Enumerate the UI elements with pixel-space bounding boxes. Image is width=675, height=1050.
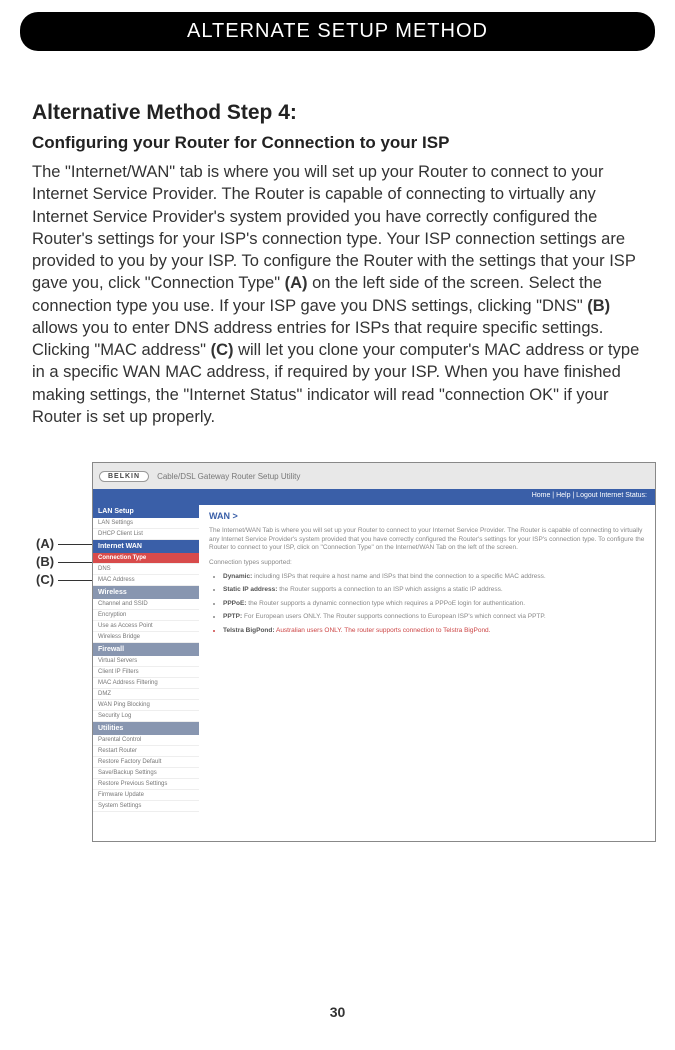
li-t: including ISPs that require a host name … — [252, 573, 545, 580]
step-title: Alternative Method Step 4: — [32, 101, 643, 125]
li-b: Dynamic: — [223, 573, 252, 580]
li-b: Telstra BigPond: — [223, 627, 275, 634]
side-cat-utilities: Utilities — [93, 722, 199, 735]
side-item[interactable]: WAN Ping Blocking — [93, 700, 199, 711]
side-item[interactable]: Restart Router — [93, 746, 199, 757]
ss-main: WAN > The Internet/WAN Tab is where you … — [199, 505, 655, 812]
li-t: For European users ONLY. The Router supp… — [242, 613, 546, 620]
side-item[interactable]: LAN Settings — [93, 518, 199, 529]
side-item[interactable]: Parental Control — [93, 735, 199, 746]
side-item[interactable]: DHCP Client List — [93, 529, 199, 540]
callout-line — [58, 562, 92, 563]
callout-c-label: (C) — [36, 572, 54, 587]
sub-title: Configuring your Router for Connection t… — [32, 133, 643, 153]
callout-b: (B) — [36, 554, 54, 569]
ref-a: (A) — [285, 274, 308, 292]
side-cat-wireless: Wireless — [93, 586, 199, 599]
figure-wrap: (A) (B) (C) BELKIN Cable/DSL Gateway Rou… — [92, 462, 643, 842]
callout-line — [58, 580, 92, 581]
side-item[interactable]: System Settings — [93, 801, 199, 812]
side-item[interactable]: MAC Address Filtering — [93, 678, 199, 689]
side-item[interactable]: Save/Backup Settings — [93, 768, 199, 779]
callout-a-label: (A) — [36, 536, 54, 551]
li-t: the Router supports a dynamic connection… — [246, 600, 525, 607]
side-item[interactable]: Encryption — [93, 610, 199, 621]
ss-main-title: WAN > — [209, 511, 645, 521]
side-item-dns[interactable]: DNS — [93, 564, 199, 575]
belkin-logo: BELKIN — [99, 471, 149, 482]
li-b: PPPoE: — [223, 600, 246, 607]
side-cat-lan: LAN Setup — [93, 505, 199, 518]
body-span: The "Internet/WAN" tab is where you will… — [32, 163, 636, 292]
side-item-mac[interactable]: MAC Address — [93, 575, 199, 586]
callout-c: (C) — [36, 572, 54, 587]
side-cat-wan: Internet WAN — [93, 540, 199, 553]
ss-list-item: PPPoE: the Router supports a dynamic con… — [223, 600, 645, 608]
side-item[interactable]: Restore Previous Settings — [93, 779, 199, 790]
page-header: ALTERNATE SETUP METHOD — [20, 12, 655, 51]
callout-line — [58, 544, 92, 545]
ss-intro: The Internet/WAN Tab is where you will s… — [209, 527, 645, 552]
page-number: 30 — [0, 1004, 675, 1020]
ss-list-item: Static IP address: the Router supports a… — [223, 586, 645, 594]
ss-navbar: Home | Help | Logout Internet Status: — [93, 489, 655, 505]
ss-list-item: Dynamic: including ISPs that require a h… — [223, 573, 645, 581]
ref-b: (B) — [587, 297, 610, 315]
ref-c: (C) — [211, 341, 234, 359]
side-item[interactable]: Restore Factory Default — [93, 757, 199, 768]
side-item-connection-type[interactable]: Connection Type — [93, 553, 199, 564]
side-item[interactable]: Client IP Filters — [93, 667, 199, 678]
side-item[interactable]: Wireless Bridge — [93, 632, 199, 643]
side-item[interactable]: Channel and SSID — [93, 599, 199, 610]
side-item[interactable]: Virtual Servers — [93, 656, 199, 667]
callout-b-label: (B) — [36, 554, 54, 569]
li-b: PPTP: — [223, 613, 242, 620]
side-item[interactable]: Security Log — [93, 711, 199, 722]
ss-sidebar: LAN Setup LAN Settings DHCP Client List … — [93, 505, 199, 812]
ss-topbar-text: Cable/DSL Gateway Router Setup Utility — [157, 472, 300, 481]
li-t: the Router supports a connection to an I… — [277, 586, 502, 593]
ss-sub: Connection types supported: — [209, 559, 645, 567]
side-item[interactable]: Firmware Update — [93, 790, 199, 801]
side-item[interactable]: Use as Access Point — [93, 621, 199, 632]
li-b: Static IP address: — [223, 586, 277, 593]
body-text: The "Internet/WAN" tab is where you will… — [32, 161, 643, 428]
ss-list-item: PPTP: For European users ONLY. The Route… — [223, 613, 645, 621]
router-screenshot: BELKIN Cable/DSL Gateway Router Setup Ut… — [92, 462, 656, 842]
ss-body: LAN Setup LAN Settings DHCP Client List … — [93, 505, 655, 812]
ss-list: Dynamic: including ISPs that require a h… — [223, 573, 645, 635]
side-cat-firewall: Firewall — [93, 643, 199, 656]
li-t: Australian users ONLY. The router suppor… — [275, 627, 491, 634]
callout-a: (A) — [36, 536, 54, 551]
side-item[interactable]: DMZ — [93, 689, 199, 700]
ss-list-item: Telstra BigPond: Australian users ONLY. … — [223, 627, 645, 635]
content-area: Alternative Method Step 4: Configuring y… — [0, 51, 675, 842]
ss-topbar: BELKIN Cable/DSL Gateway Router Setup Ut… — [93, 463, 655, 489]
